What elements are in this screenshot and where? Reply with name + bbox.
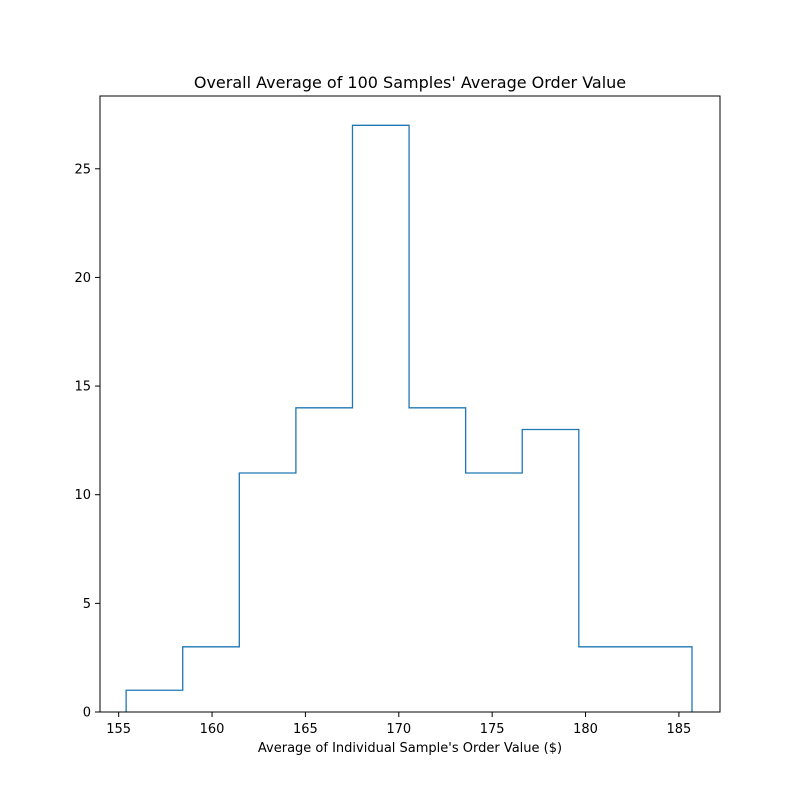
histogram-bin [522,430,579,712]
y-tick-label: 20 [74,271,91,286]
y-tick-label: 5 [83,597,91,612]
x-tick-label: 165 [293,722,318,737]
y-tick-label: 0 [83,706,91,721]
y-tick-label: 25 [74,162,91,177]
x-tick-label: 160 [200,722,225,737]
histogram-bin [466,473,523,712]
y-axis-ticks: 0 5 10 15 20 25 [74,162,100,721]
histogram-bin [635,647,692,712]
x-tick-label: 170 [386,722,411,737]
y-tick-label: 15 [74,380,91,395]
histogram-bin [239,473,296,712]
histogram-bin [296,408,353,712]
x-tick-label: 185 [667,722,692,737]
x-tick-label: 155 [106,722,131,737]
chart-title: Overall Average of 100 Samples' Average … [194,73,626,92]
x-axis-label: Average of Individual Sample's Order Val… [258,741,562,756]
histogram-step-outline [125,124,693,712]
histogram-bin [352,125,409,712]
y-tick-label: 10 [74,488,91,503]
axes-frame [99,95,721,713]
histogram-bin [409,408,466,712]
histogram-bin [579,647,636,712]
histogram-bin [183,647,240,712]
histogram-bin [126,690,183,712]
x-axis-ticks: 155 160 165 170 175 180 185 [106,712,691,737]
x-tick-label: 180 [573,722,598,737]
x-tick-label: 175 [480,722,505,737]
plot-area [125,124,693,712]
